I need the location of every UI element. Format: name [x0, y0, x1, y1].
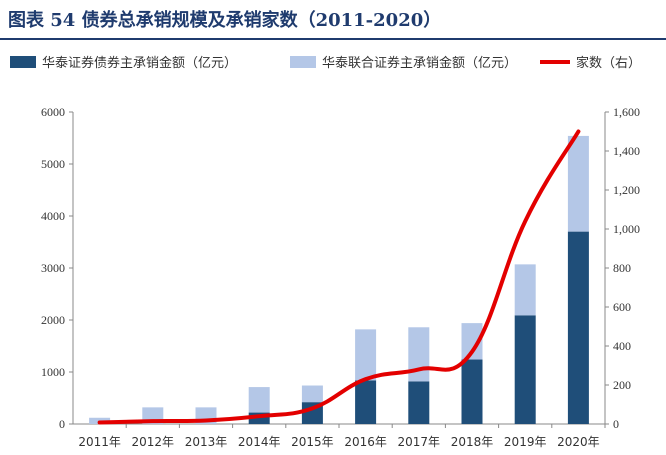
x-tick-label: 2012年: [132, 435, 175, 449]
bar-secondary: [514, 264, 536, 316]
bar-secondary: [408, 327, 430, 382]
y-right-tick-label: 200: [613, 378, 631, 392]
y-left-tick-label: 5000: [41, 157, 65, 171]
x-tick-label: 2016年: [344, 435, 387, 449]
y-left-tick-label: 0: [59, 417, 65, 431]
bar-secondary: [248, 387, 270, 413]
bar-secondary: [355, 329, 377, 381]
y-left-tick-label: 1000: [41, 365, 65, 379]
y-right-tick-label: 800: [613, 261, 631, 275]
y-right-tick-label: 0: [613, 417, 619, 431]
x-tick-label: 2015年: [291, 435, 334, 449]
y-left-tick-label: 4000: [41, 209, 65, 223]
figure-title: 图表 54 债券总承销规模及承销家数（2011-2020）: [8, 10, 442, 31]
series-line-count: [97, 129, 581, 425]
bar-secondary: [567, 135, 589, 232]
y-right-tick-label: 1,400: [613, 144, 640, 158]
legend-label-primary: 华泰证券债券主承销金额（亿元）: [42, 55, 237, 71]
x-tick-label: 2020年: [557, 435, 600, 449]
y-right-tick-label: 600: [613, 300, 631, 314]
y-left-tick-label: 2000: [41, 313, 65, 327]
y-left-tick-label: 3000: [41, 261, 65, 275]
bar-primary: [408, 381, 430, 424]
legend-swatch-primary: [10, 56, 36, 68]
bar-primary: [567, 231, 589, 424]
bar-primary: [514, 315, 536, 424]
x-tick-label: 2013年: [185, 435, 228, 449]
bar-secondary: [301, 385, 323, 403]
legend-swatch-secondary: [290, 56, 316, 68]
bar-primary: [248, 412, 270, 424]
y-left-tick-label: 6000: [41, 105, 65, 119]
y-right-tick-label: 1,200: [613, 183, 640, 197]
x-tick-label: 2014年: [238, 435, 281, 449]
x-tick-label: 2018年: [451, 435, 494, 449]
x-tick-label: 2017年: [398, 435, 441, 449]
legend-label-line: 家数（右）: [576, 55, 641, 71]
y-right-tick-label: 1,000: [613, 222, 640, 236]
y-right-tick-label: 400: [613, 339, 631, 353]
bar-primary: [355, 380, 377, 424]
bar-primary: [461, 359, 483, 424]
legend-label-secondary: 华泰联合证券主承销金额（亿元）: [322, 55, 517, 71]
x-tick-label: 2019年: [504, 435, 547, 449]
x-tick-label: 2011年: [78, 435, 121, 449]
bar-secondary: [461, 323, 483, 360]
y-right-tick-label: 1,600: [613, 105, 640, 119]
title-divider: [0, 38, 666, 40]
